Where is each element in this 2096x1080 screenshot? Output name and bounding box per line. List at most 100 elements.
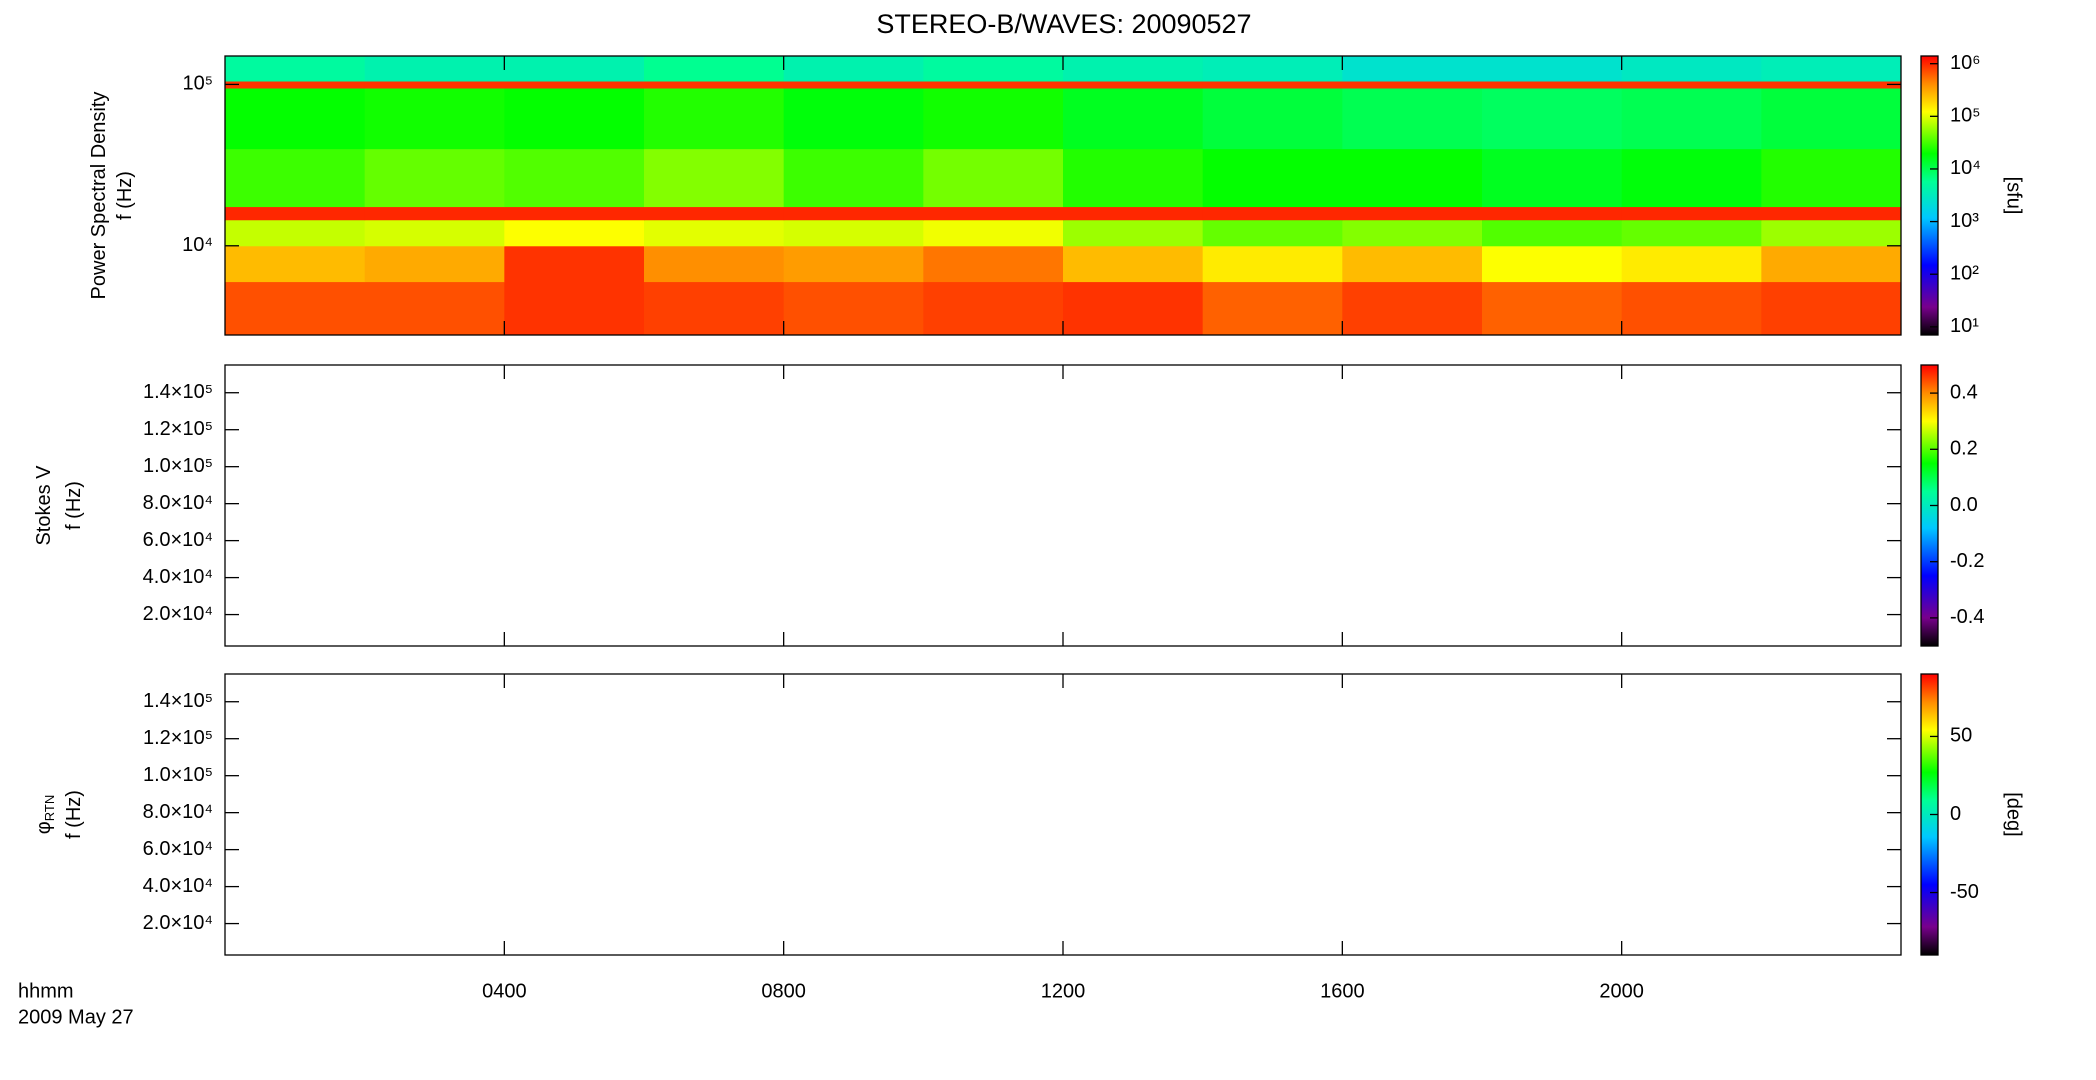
heatmap-cell xyxy=(1482,245,1623,283)
heatmap-cell xyxy=(1482,80,1623,89)
colorbar-tick-label: 10³ xyxy=(1950,210,1979,232)
heatmap-cell xyxy=(783,281,924,336)
heatmap-cell xyxy=(1342,56,1483,82)
y-tick-label: 4.0×10⁴ xyxy=(143,566,213,588)
heatmap-cell xyxy=(783,206,924,221)
y-tick-label: 1.0×10⁵ xyxy=(143,455,213,477)
heatmap-cell xyxy=(225,88,366,150)
x-axis-label: hhmm xyxy=(18,980,74,1002)
heatmap-cell xyxy=(1621,281,1762,336)
heatmap-cell xyxy=(923,80,1064,89)
heatmap-cell xyxy=(1202,206,1343,221)
heatmap-cell xyxy=(1482,219,1623,247)
heatmap-cell xyxy=(504,206,645,221)
heatmap-cell xyxy=(1342,281,1483,336)
heatmap-cell xyxy=(783,219,924,247)
heatmap-cell xyxy=(644,80,785,89)
y-axis-label-text: f (Hz) xyxy=(114,171,136,220)
y-axis-label: f (Hz) xyxy=(63,481,85,530)
heatmap-cell xyxy=(1202,88,1343,150)
y-tick-label: 8.0×10⁴ xyxy=(143,492,213,514)
colorbar-tick-label: 10⁶ xyxy=(1950,52,1980,74)
heatmap-cell xyxy=(644,245,785,283)
heatmap-cell xyxy=(504,148,645,208)
colorbar-tick-label: 10¹ xyxy=(1950,315,1979,337)
y-axis-label-text: φ xyxy=(33,821,55,834)
y-tick-label: 6.0×10⁴ xyxy=(143,529,213,551)
heatmap-cell xyxy=(1342,219,1483,247)
heatmap-cell xyxy=(1621,88,1762,150)
y-axis-label-text: Power Spectral Density xyxy=(88,92,110,300)
heatmap-cell xyxy=(1063,80,1204,89)
x-tick-label: 0400 xyxy=(482,980,527,1002)
heatmap-cell xyxy=(923,148,1064,208)
colorbar-label: [deg] xyxy=(2003,792,2025,836)
y-tick-label: 8.0×10⁴ xyxy=(143,801,213,823)
chart-title: STEREO-B/WAVES: 20090527 xyxy=(876,9,1251,39)
colorbar xyxy=(1920,55,1939,336)
y-axis-label-text: f (Hz) xyxy=(63,481,85,530)
heatmap-cell xyxy=(1342,148,1483,208)
x-tick-label: 1200 xyxy=(1041,980,1086,1002)
heatmap-cell xyxy=(1621,148,1762,208)
colorbar-tick-label: -0.4 xyxy=(1950,606,1984,628)
y-tick-label: 4.0×10⁴ xyxy=(143,875,213,897)
heatmap-cell xyxy=(1342,88,1483,150)
heatmap-cell xyxy=(644,206,785,221)
y-axis-label: f (Hz) xyxy=(114,171,136,220)
heatmap-cell xyxy=(1621,80,1762,89)
heatmap-cell xyxy=(644,148,785,208)
heatmap-cell xyxy=(1202,80,1343,89)
date-label: 2009 May 27 xyxy=(18,1006,134,1028)
plot-frame xyxy=(224,673,1902,956)
heatmap-cell xyxy=(923,88,1064,150)
heatmap-cell xyxy=(225,80,366,89)
heatmap-cell xyxy=(644,56,785,82)
heatmap-cell xyxy=(783,80,924,89)
heatmap-cell xyxy=(225,56,366,82)
heatmap-cell xyxy=(1621,219,1762,247)
heatmap-cell xyxy=(1761,219,1902,247)
heatmap-cell xyxy=(1482,148,1623,208)
y-tick-label: 2.0×10⁴ xyxy=(143,603,213,625)
heatmap-cell xyxy=(1063,148,1204,208)
colorbar-tick-label: -50 xyxy=(1950,881,1979,903)
heatmap-cell xyxy=(1761,80,1902,89)
heatmap-cell xyxy=(923,245,1064,283)
colorbar-tick-label: -0.2 xyxy=(1950,550,1984,572)
heatmap-cell xyxy=(364,219,505,247)
y-tick-label: 1.2×10⁵ xyxy=(143,727,213,749)
y-tick-label: 1.2×10⁵ xyxy=(143,418,213,440)
heatmap-cell xyxy=(1202,281,1343,336)
heatmap-cell xyxy=(1761,88,1902,150)
heatmap-cell xyxy=(1761,148,1902,208)
y-axis-label-text: Stokes V xyxy=(33,465,55,546)
heatmap-cell xyxy=(923,219,1064,247)
heatmap-cell xyxy=(364,206,505,221)
heatmap-cell xyxy=(1202,56,1343,82)
heatmap-cell xyxy=(1063,88,1204,150)
heatmap-cell xyxy=(1482,281,1623,336)
heatmap-cell xyxy=(1482,56,1623,82)
heatmap-cell xyxy=(225,281,366,336)
heatmap-cell xyxy=(364,88,505,150)
heatmap-cell xyxy=(225,206,366,221)
heatmap-cell xyxy=(783,245,924,283)
heatmap-cell xyxy=(504,281,645,336)
heatmap-cell xyxy=(1342,80,1483,89)
heatmap-cell xyxy=(1621,56,1762,82)
y-axis-label: φRTN xyxy=(33,795,57,834)
heatmap-cell xyxy=(1761,245,1902,283)
y-tick-label: 1.4×10⁵ xyxy=(143,381,213,403)
colorbar-label: [sfu] xyxy=(2003,177,2025,215)
heatmap-cell xyxy=(644,281,785,336)
colorbar-tick-label: 0.2 xyxy=(1950,438,1978,460)
heatmap-cell xyxy=(1202,219,1343,247)
heatmap-cell xyxy=(644,219,785,247)
heatmap-cell xyxy=(504,88,645,150)
heatmap-cell xyxy=(923,56,1064,82)
heatmap-cell xyxy=(225,245,366,283)
heatmap-cell xyxy=(923,281,1064,336)
heatmap-cell xyxy=(1063,206,1204,221)
colorbar-tick-label: 0.4 xyxy=(1950,381,1978,403)
